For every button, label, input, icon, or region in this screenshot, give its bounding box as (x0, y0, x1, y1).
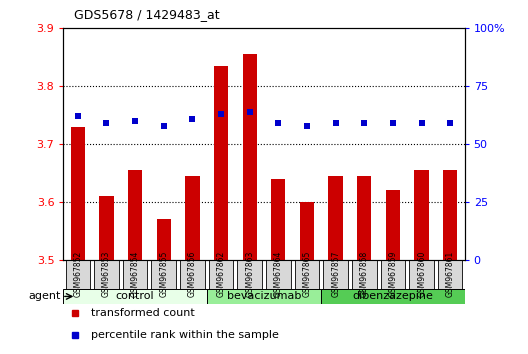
Text: agent: agent (28, 291, 61, 302)
FancyBboxPatch shape (295, 260, 319, 289)
FancyBboxPatch shape (94, 260, 118, 289)
FancyBboxPatch shape (438, 260, 463, 289)
Text: GSM967863: GSM967863 (245, 251, 254, 297)
Point (332, 120, 340, 126)
FancyBboxPatch shape (206, 289, 322, 304)
FancyBboxPatch shape (266, 260, 290, 289)
Bar (71, 127, 85, 260)
FancyBboxPatch shape (65, 260, 90, 289)
FancyBboxPatch shape (180, 260, 204, 289)
Point (246, 109, 254, 114)
Bar (99, 196, 114, 260)
FancyBboxPatch shape (238, 260, 262, 289)
Text: GDS5678 / 1429483_at: GDS5678 / 1429483_at (74, 8, 220, 21)
Text: GSM967864: GSM967864 (274, 251, 283, 297)
Text: GSM967855: GSM967855 (159, 251, 168, 297)
FancyBboxPatch shape (352, 260, 376, 289)
Text: transformed count: transformed count (91, 308, 195, 318)
Text: GSM967857: GSM967857 (331, 251, 340, 297)
Text: GSM967859: GSM967859 (389, 251, 398, 297)
Bar (386, 190, 400, 260)
FancyBboxPatch shape (324, 260, 348, 289)
Point (102, 120, 110, 126)
Text: percentile rank within the sample: percentile rank within the sample (91, 330, 279, 340)
FancyBboxPatch shape (409, 260, 434, 289)
Bar (357, 176, 372, 260)
Point (303, 123, 311, 129)
Text: GSM967852: GSM967852 (73, 251, 82, 297)
Text: GSM967860: GSM967860 (417, 251, 426, 297)
Bar (300, 202, 314, 260)
Bar (214, 66, 228, 260)
Point (131, 118, 139, 124)
Point (389, 120, 397, 126)
Point (73, 113, 82, 119)
Bar (156, 219, 171, 260)
Text: GSM967854: GSM967854 (130, 251, 139, 297)
Text: control: control (116, 291, 154, 302)
Text: GSM967862: GSM967862 (216, 251, 225, 297)
Point (217, 111, 225, 117)
Text: GSM967856: GSM967856 (188, 251, 197, 297)
FancyBboxPatch shape (152, 260, 176, 289)
FancyBboxPatch shape (322, 289, 465, 304)
Bar (271, 179, 286, 260)
Point (188, 116, 196, 121)
Bar (414, 170, 429, 260)
Bar (185, 176, 200, 260)
Text: GSM967853: GSM967853 (102, 251, 111, 297)
Bar (128, 170, 142, 260)
Point (360, 120, 369, 126)
Bar (443, 170, 457, 260)
Point (159, 123, 168, 129)
FancyBboxPatch shape (209, 260, 233, 289)
FancyBboxPatch shape (63, 289, 206, 304)
Text: GSM967861: GSM967861 (446, 251, 455, 297)
Bar (328, 176, 343, 260)
Text: GSM967865: GSM967865 (303, 251, 312, 297)
Text: dibenzazepine: dibenzazepine (353, 291, 433, 302)
FancyBboxPatch shape (123, 260, 147, 289)
Point (418, 120, 426, 126)
Point (446, 120, 455, 126)
Text: GSM967858: GSM967858 (360, 251, 369, 297)
FancyBboxPatch shape (381, 260, 405, 289)
Bar (242, 55, 257, 260)
Text: bevacizumab: bevacizumab (227, 291, 301, 302)
Point (274, 120, 282, 126)
